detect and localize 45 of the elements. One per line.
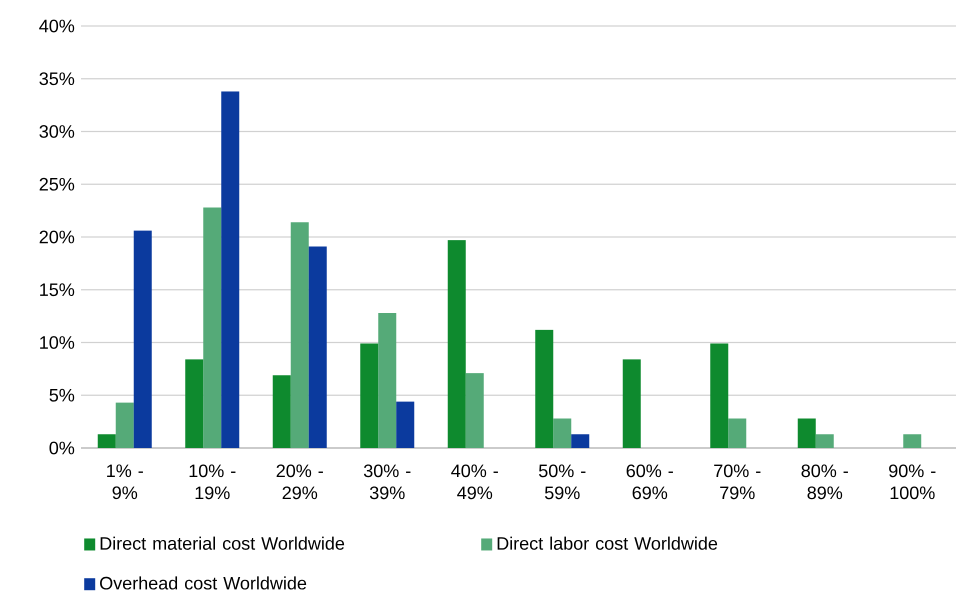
bar <box>221 91 240 448</box>
y-tick-label: 35% <box>39 72 74 86</box>
bar <box>308 246 327 448</box>
bar <box>448 240 466 448</box>
bar <box>903 434 922 448</box>
x-tick-label: 50% - 59% <box>538 464 586 500</box>
bar <box>622 359 641 448</box>
y-tick-label: 15% <box>40 283 74 296</box>
bar <box>798 418 816 448</box>
bar <box>710 344 728 448</box>
bar <box>185 359 204 448</box>
bar <box>816 434 834 448</box>
bar <box>728 418 746 448</box>
bar <box>98 434 116 448</box>
x-tick-label: 30% - 39% <box>364 464 410 500</box>
legend-label: Direct labor cost Worldwide <box>498 536 718 550</box>
legend-label: Direct material cost Worldwide <box>100 536 344 550</box>
bar <box>116 402 134 448</box>
bar <box>378 312 396 448</box>
x-tick-label: 1% - 9% <box>107 464 143 500</box>
bar <box>553 418 572 448</box>
bar <box>290 222 309 448</box>
x-tick-label: 10% - 19% <box>190 464 236 500</box>
bar <box>535 330 554 448</box>
y-tick-label: 10% <box>40 336 74 349</box>
x-tick-label: 60% - 69% <box>626 464 673 500</box>
y-tick-label: 5% <box>50 388 74 402</box>
bar <box>571 434 590 448</box>
y-tick-label: 0% <box>49 442 74 454</box>
y-tick-label: 25% <box>40 178 74 191</box>
x-tick-label: 90% - 100% <box>889 464 936 500</box>
x-tick-label: 40% - 49% <box>451 464 498 500</box>
y-tick-label: 30% <box>39 125 74 138</box>
bar <box>134 230 152 448</box>
legend-label: Overhead cost Worldwide <box>100 576 306 590</box>
bar <box>396 402 414 448</box>
x-tick-label: 70% - 79% <box>714 464 760 500</box>
bar <box>203 207 222 448</box>
bar <box>272 375 291 448</box>
y-tick-label: 40% <box>39 20 74 32</box>
bar <box>466 373 484 448</box>
x-tick-label: 80% - 89% <box>802 464 848 500</box>
y-tick-label: 20% <box>40 230 74 244</box>
x-tick-label: 20% - 29% <box>276 464 323 500</box>
bar <box>360 344 378 448</box>
